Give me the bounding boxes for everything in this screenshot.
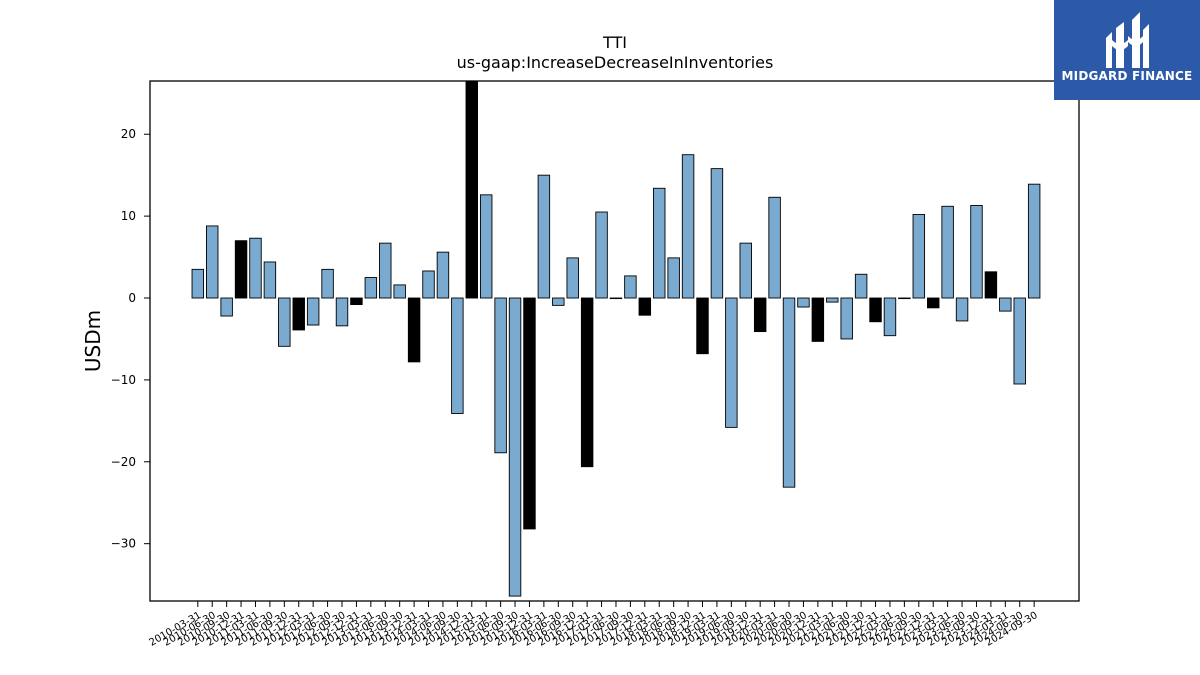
bar-2014-06-30 <box>436 251 450 299</box>
chart-title: TTI <box>602 33 627 52</box>
bars-group <box>191 80 1041 597</box>
bar-2016-06-30 <box>552 297 565 306</box>
y-tick-label: −30 <box>111 537 136 551</box>
bar-2018-03-31 <box>653 187 666 299</box>
bar-2021-03-31 <box>826 297 839 303</box>
bar-2014-12-31 <box>465 80 479 299</box>
bar-2017-09-30 <box>624 275 637 299</box>
bar-2014-09-30 <box>451 297 464 414</box>
bar-2015-03-31 <box>479 194 493 299</box>
bar-2024-06-30 <box>1013 297 1026 385</box>
bar-2019-12-31 <box>753 297 767 333</box>
bar-2022-12-31 <box>927 297 940 309</box>
y-axis: −30 −20 −10 0 10 20 <box>111 127 150 551</box>
bar-2015-09-30 <box>508 297 522 597</box>
bar-2015-06-30 <box>494 297 507 454</box>
chart-subtitle: us-gaap:IncreaseDecreaseInInventories <box>457 53 774 72</box>
bar-2020-12-31 <box>811 297 825 342</box>
bar-2011-12-31 <box>292 297 305 331</box>
logo-text: MIDGARD FINANCE <box>1061 69 1193 83</box>
y-tick-label: 10 <box>121 209 136 223</box>
bar-2010-03-31 <box>191 268 205 299</box>
bar-2013-06-30 <box>379 242 392 299</box>
bar-2010-06-30 <box>205 225 219 299</box>
bar-2016-12-31 <box>580 297 594 468</box>
bar-2023-06-30 <box>955 297 969 322</box>
logo-mark-icon <box>1054 0 1200 100</box>
bar-2012-06-30 <box>321 268 334 299</box>
bar-2019-09-30 <box>739 242 752 299</box>
bar-2022-06-30 <box>898 297 911 300</box>
bar-2015-12-31 <box>523 297 536 530</box>
bar-2016-03-31 <box>537 174 551 299</box>
bar-2019-03-31 <box>710 168 724 299</box>
bar-2017-03-31 <box>595 211 608 299</box>
bar-2017-06-30 <box>609 297 623 300</box>
bar-2013-03-31 <box>364 277 378 299</box>
bar-2023-12-31 <box>984 271 998 299</box>
midgard-finance-logo: MIDGARD FINANCE <box>1054 0 1200 100</box>
bar-2018-09-30 <box>681 154 695 299</box>
x-axis: 2010-03-312010-06-302010-09-302010-12-31… <box>147 601 1040 649</box>
bar-2012-03-31 <box>306 297 320 326</box>
y-tick-label: −20 <box>111 455 136 469</box>
bar-2024-03-31 <box>999 297 1012 312</box>
y-tick-label: −10 <box>111 373 136 387</box>
bar-2013-09-30 <box>393 284 406 299</box>
plot-frame <box>149 80 1080 602</box>
bar-2012-09-30 <box>335 297 349 327</box>
y-axis-label: USDm <box>81 310 105 372</box>
bar-2021-09-30 <box>854 273 868 299</box>
bar-2020-06-30 <box>782 297 796 488</box>
bar-2022-03-31 <box>883 297 897 337</box>
bar-2014-03-31 <box>422 270 435 299</box>
bar-2010-09-30 <box>220 297 233 317</box>
bar-2011-06-30 <box>263 261 277 299</box>
bar-2018-06-30 <box>667 257 680 299</box>
bar-2013-12-31 <box>407 297 421 363</box>
bar-2020-09-30 <box>797 297 810 308</box>
bar-2019-06-30 <box>725 297 738 428</box>
bar-2021-12-31 <box>869 297 882 323</box>
bar-2010-12-31 <box>234 240 248 299</box>
bar-2011-09-30 <box>278 297 291 347</box>
bar-2021-06-30 <box>840 297 853 340</box>
y-tick-label: 20 <box>121 127 136 141</box>
bar-2023-03-31 <box>941 205 954 299</box>
bar-2012-12-31 <box>350 297 363 306</box>
bar-2020-03-31 <box>768 196 781 299</box>
bar-2018-12-31 <box>696 297 709 355</box>
y-tick-label: 0 <box>128 291 136 305</box>
bar-2023-09-30 <box>970 205 983 299</box>
bar-2024-09-30 <box>1027 183 1041 299</box>
bar-2016-09-30 <box>566 257 579 299</box>
bar-2017-12-31 <box>638 297 652 316</box>
bar-2022-09-30 <box>912 214 926 299</box>
bar-2011-03-31 <box>249 237 262 299</box>
